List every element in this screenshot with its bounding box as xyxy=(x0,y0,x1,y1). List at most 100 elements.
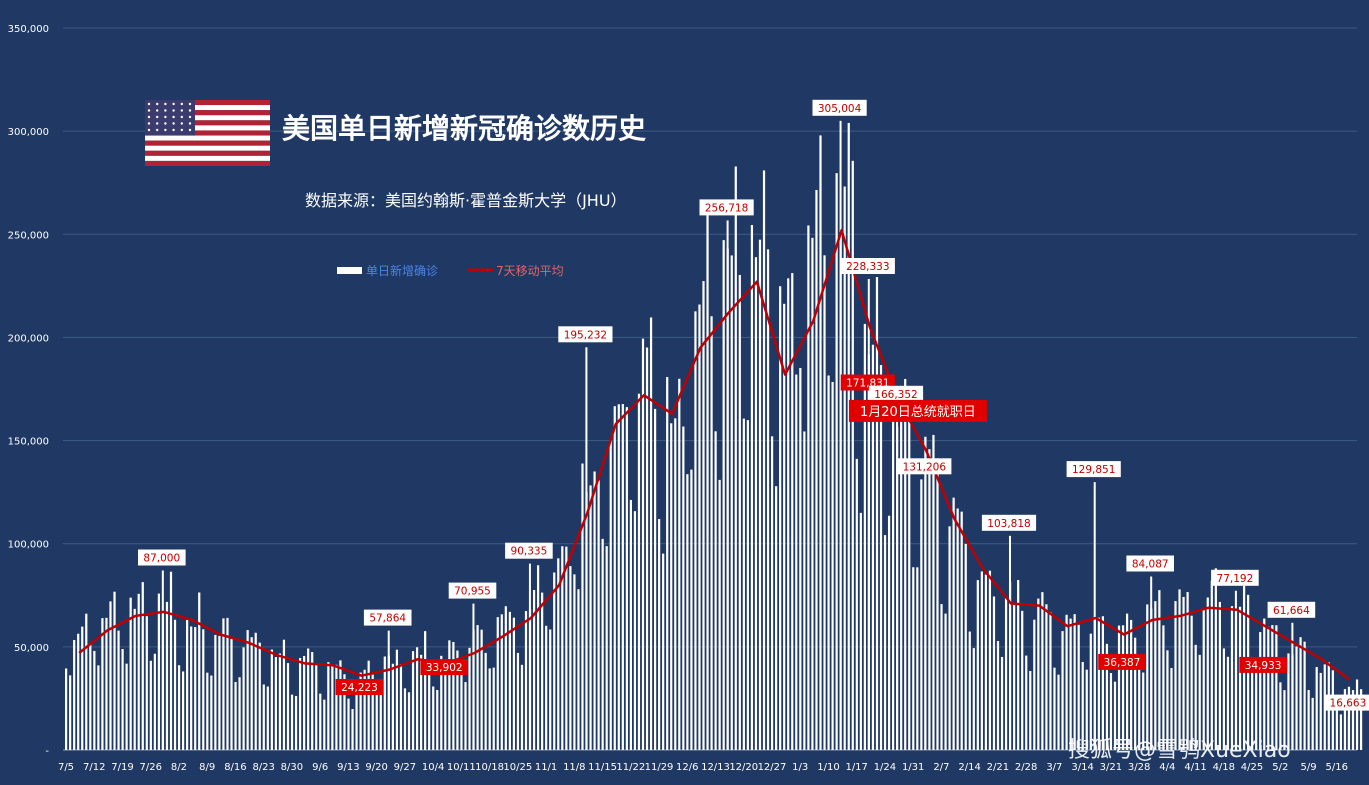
flag-star xyxy=(188,115,192,119)
daily-bar xyxy=(77,633,80,750)
daily-bar xyxy=(1004,596,1008,750)
daily-bar xyxy=(904,378,907,750)
flag-star xyxy=(147,102,151,106)
daily-bar xyxy=(1319,672,1322,750)
daily-bar xyxy=(956,508,959,750)
daily-bar xyxy=(1041,592,1044,750)
daily-bar xyxy=(1343,689,1347,750)
legend: 单日新增确诊 7天移动平均 xyxy=(337,263,564,278)
x-tick-label: 2/21 xyxy=(987,762,1009,773)
daily-bar xyxy=(226,617,229,750)
daily-bar xyxy=(968,631,971,750)
daily-bar xyxy=(908,402,911,750)
daily-bar xyxy=(827,375,830,750)
flag-star xyxy=(156,128,159,132)
daily-bar xyxy=(1125,613,1129,750)
daily-bar xyxy=(270,649,273,750)
daily-bar xyxy=(988,570,992,750)
moving-average-group xyxy=(78,228,1351,681)
data-label-box xyxy=(1066,461,1121,478)
bars-group xyxy=(65,120,1363,751)
daily-bar xyxy=(379,690,382,750)
flag-star xyxy=(172,102,175,106)
daily-bar xyxy=(770,436,774,750)
daily-bar xyxy=(97,665,100,750)
daily-bar xyxy=(730,255,733,750)
flag-stripe xyxy=(145,105,270,111)
daily-bar xyxy=(1214,568,1217,750)
daily-bar xyxy=(1339,714,1343,750)
daily-bar xyxy=(294,695,298,750)
daily-bar xyxy=(1021,610,1024,750)
x-tick-label: 3/14 xyxy=(1071,762,1093,773)
daily-bar xyxy=(492,667,495,750)
flag-star xyxy=(172,109,175,112)
daily-bar xyxy=(887,515,891,750)
flag-canton xyxy=(145,100,195,136)
daily-bar xyxy=(278,653,282,750)
daily-bar xyxy=(912,567,915,750)
x-tick-label: 7/12 xyxy=(83,762,105,773)
daily-bar xyxy=(468,647,471,750)
daily-bar xyxy=(762,170,766,750)
daily-bar xyxy=(234,681,237,750)
daily-bar xyxy=(545,625,548,750)
data-label-box xyxy=(335,679,384,695)
y-tick-label: 50,000 xyxy=(14,643,49,654)
daily-bar xyxy=(424,631,427,750)
daily-bar xyxy=(262,684,265,750)
daily-bar xyxy=(121,649,124,750)
daily-bar xyxy=(351,709,354,750)
daily-bar xyxy=(1295,646,1298,750)
x-tick-label: 8/9 xyxy=(199,762,215,773)
daily-bar xyxy=(948,526,951,750)
daily-bar xyxy=(1101,616,1104,750)
daily-bar xyxy=(153,653,156,750)
daily-bar xyxy=(537,565,540,750)
peak-bar xyxy=(1093,482,1096,750)
peak-bar xyxy=(1291,622,1294,750)
daily-bar xyxy=(561,546,564,750)
daily-bar xyxy=(1081,661,1084,750)
daily-bar xyxy=(666,377,669,750)
daily-bar xyxy=(173,619,177,750)
daily-bar xyxy=(444,660,447,750)
daily-bar xyxy=(617,404,620,750)
daily-bar xyxy=(928,449,931,750)
daily-bar xyxy=(738,274,741,750)
daily-bar xyxy=(186,620,189,750)
flag-star xyxy=(188,122,192,125)
data-label-box xyxy=(558,326,613,343)
daily-bar xyxy=(791,273,794,750)
y-tick-label: 250,000 xyxy=(8,230,49,241)
daily-bar xyxy=(541,592,544,750)
flag-stripe xyxy=(145,100,270,106)
daily-bar xyxy=(900,395,903,750)
daily-bar xyxy=(645,347,649,750)
peak-bar xyxy=(161,570,164,750)
flag-stripe xyxy=(145,120,270,126)
data-label-box xyxy=(1211,569,1259,586)
daily-bar xyxy=(1049,612,1052,750)
daily-bar xyxy=(1218,601,1221,750)
daily-bar xyxy=(1267,626,1270,750)
daily-bar xyxy=(286,663,290,750)
daily-bar xyxy=(686,474,689,750)
data-label: 90,335 xyxy=(511,546,548,558)
daily-bar xyxy=(1351,690,1355,750)
peak-bar xyxy=(528,563,531,750)
daily-bar xyxy=(1251,664,1254,750)
data-label-box xyxy=(138,549,186,566)
daily-bar xyxy=(274,657,277,750)
daily-bar xyxy=(460,672,463,750)
daily-bar xyxy=(831,381,834,750)
data-label: 131,206 xyxy=(903,461,947,473)
daily-bar xyxy=(1033,619,1036,750)
inauguration-annotation: 1月20日总统就职日 xyxy=(848,399,987,422)
x-tick-label: 1/10 xyxy=(817,762,839,773)
daily-bar xyxy=(395,649,399,750)
data-label: 34,933 xyxy=(1245,660,1282,672)
daily-bar xyxy=(750,225,754,750)
data-label: 24,223 xyxy=(341,682,378,694)
daily-bar xyxy=(335,664,338,750)
